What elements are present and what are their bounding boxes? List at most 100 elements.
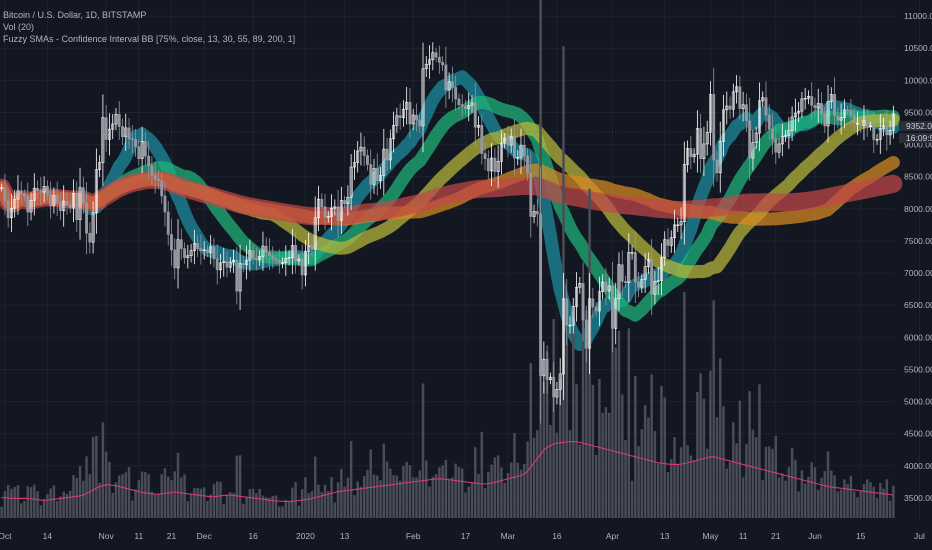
- candle-body: [415, 114, 418, 121]
- volume-bar: [235, 455, 239, 518]
- volume-bar: [771, 448, 774, 518]
- symbol-title[interactable]: Bitcoin / U.S. Dollar, 1D, BITSTAMP: [3, 10, 147, 20]
- volume-bar: [797, 491, 800, 518]
- volume-bar: [170, 480, 173, 518]
- volume-bar: [859, 491, 862, 518]
- candle-body: [630, 252, 634, 254]
- candle-body: [199, 248, 203, 251]
- candle-body: [156, 178, 160, 181]
- candle-body: [503, 137, 507, 144]
- candle-body: [695, 128, 699, 155]
- volume-bar: [101, 422, 105, 518]
- candle-body: [284, 257, 288, 264]
- volume-bar: [372, 474, 376, 518]
- candle-body: [480, 124, 484, 154]
- volume-bar: [137, 480, 141, 518]
- candle-body: [45, 186, 49, 195]
- candle-body: [725, 105, 729, 111]
- candle-body: [205, 249, 209, 253]
- volume-bar: [336, 482, 340, 518]
- x-tick-label: Mar: [501, 531, 516, 541]
- candle-body: [464, 105, 467, 109]
- volume-legend[interactable]: Vol (20): [3, 22, 35, 32]
- x-tick-label: 16: [248, 531, 258, 541]
- volume-bar: [699, 373, 702, 518]
- volume-bar: [683, 292, 686, 518]
- volume-bar: [376, 475, 379, 518]
- candle-body: [143, 141, 147, 157]
- volume-bar: [650, 374, 653, 518]
- candle-body: [490, 157, 494, 172]
- candle-body: [261, 245, 265, 257]
- candle-body: [297, 258, 301, 262]
- candle-body: [823, 113, 827, 127]
- candle-body: [222, 261, 226, 264]
- volume-bar: [310, 491, 314, 518]
- candle-body: [467, 105, 471, 109]
- volume-bar: [160, 474, 163, 518]
- candle-body: [81, 187, 85, 204]
- candle-body: [277, 259, 281, 264]
- x-tick-label: Jul: [914, 531, 925, 541]
- candle-body: [565, 298, 569, 326]
- candle-body: [183, 248, 187, 258]
- volume-bar: [457, 466, 461, 518]
- candle-body: [124, 127, 128, 138]
- candle-body: [545, 358, 549, 381]
- indicator-legend[interactable]: Fuzzy SMAs - Confidence Interval BB [75%…: [3, 34, 296, 44]
- y-axis[interactable]: 11000.00 10500.00 10000.00 9500.00 9000.00 85…: [904, 11, 932, 503]
- volume-bar: [147, 474, 150, 518]
- volume-bar: [330, 477, 333, 518]
- volume-bar: [23, 500, 26, 518]
- volume-bar: [817, 489, 820, 518]
- candle-body: [513, 135, 516, 159]
- volume-bar: [810, 462, 813, 518]
- x-axis[interactable]: Oct 14 Nov 11 21 Dec 16 2020 13 Feb 17 Mar 16 Apr 13 Ma…: [0, 531, 925, 541]
- y-tick-label: 9000.00: [904, 140, 932, 150]
- volume-bar: [552, 319, 555, 518]
- volume-bar: [820, 477, 823, 518]
- candle-body: [682, 164, 686, 222]
- candle-body: [519, 144, 523, 158]
- volume-bar: [438, 467, 441, 518]
- volume-bar: [42, 499, 46, 518]
- volume-bar: [621, 394, 624, 518]
- candle-body: [349, 166, 353, 198]
- candle-body: [264, 245, 268, 253]
- volume-bar: [523, 463, 526, 518]
- candles: [0, 42, 895, 424]
- countdown-tag-bg: [899, 133, 932, 143]
- candle-body: [790, 116, 794, 131]
- volume-bar: [144, 471, 147, 518]
- volume-bar: [75, 478, 78, 518]
- volume-bar: [291, 487, 294, 518]
- candle-body: [692, 153, 696, 158]
- volume-bar: [176, 452, 180, 518]
- volume-bar: [885, 479, 889, 518]
- candle-body: [248, 250, 252, 261]
- volume-bar: [327, 491, 330, 518]
- last-price-tag: 9352.07: [906, 121, 932, 131]
- volume-bar: [839, 489, 843, 518]
- volume-bar: [353, 495, 356, 518]
- volume-bar: [382, 443, 386, 518]
- candle-body: [855, 123, 859, 125]
- candle-body: [326, 216, 330, 218]
- candle-body: [611, 285, 614, 329]
- y-tick-label: 3500.00: [904, 493, 932, 503]
- volume-bar: [754, 436, 758, 518]
- volume-bars: [0, 0, 895, 518]
- volume-bar: [663, 397, 666, 518]
- volume-bar: [405, 461, 408, 518]
- candle-body: [379, 175, 382, 181]
- volume-bar: [16, 485, 20, 518]
- candle-body: [111, 123, 115, 130]
- volume-bar: [55, 501, 59, 518]
- candle-body: [101, 117, 105, 163]
- candle-body: [833, 94, 837, 116]
- volume-bar: [679, 447, 683, 518]
- volume-bar: [82, 480, 85, 518]
- candle-body: [437, 56, 441, 63]
- volume-bar: [846, 484, 849, 518]
